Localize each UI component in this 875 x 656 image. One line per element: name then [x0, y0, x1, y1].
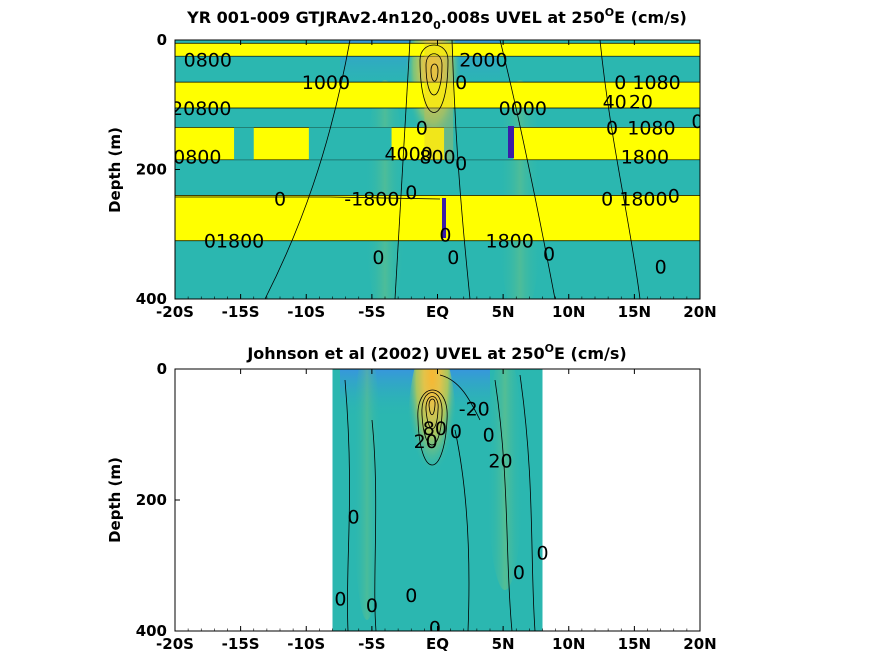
top-yellow-band	[175, 82, 700, 108]
bottom-x-tick-label: 10N	[552, 635, 585, 653]
bottom-x-tick-label: -5S	[358, 635, 385, 653]
top-x-tick-label: EQ	[426, 303, 449, 321]
top-contour-label: 1000	[302, 72, 350, 94]
top-x-tick-label: -5S	[358, 303, 385, 321]
bottom-y-axis-label: Depth (m)	[106, 457, 124, 543]
top-contour-label: 0 1800	[601, 189, 667, 211]
top-contour-label: 20800	[171, 98, 231, 120]
top-contour-label: 0800	[184, 49, 232, 71]
bottom-y-tick-label: 200	[136, 491, 167, 509]
bottom-contour-label: 20	[414, 431, 438, 453]
bottom-contour-lines	[344, 374, 536, 631]
bottom-x-tick-label: -20S	[156, 635, 194, 653]
top-x-ticks: -20S -15S -10S -5S EQ 5N 10N 15N 20N	[156, 40, 717, 321]
top-band-gap	[444, 127, 514, 160]
top-contour-label: 20	[629, 92, 653, 114]
top-y-tick-label: 0	[157, 31, 167, 49]
bottom-x-ticks: -20S -15S -10S -5S EQ 5N 10N 15N 20N	[156, 369, 717, 653]
bottom-jet-core	[408, 369, 456, 520]
bottom-y-ticks: 0 200 400	[136, 360, 180, 640]
top-band-gap	[308, 127, 392, 160]
bottom-x-tick-label: EQ	[426, 635, 449, 653]
top-negative-strip-2	[442, 198, 446, 238]
top-contour-label: 0	[606, 117, 618, 139]
bottom-contour-label: 20	[488, 451, 512, 473]
bottom-x-tick-label: 20N	[683, 635, 716, 653]
top-contour-label: -1800	[344, 189, 399, 211]
top-jet-column	[424, 43, 454, 160]
top-contour-label: 0	[691, 111, 703, 133]
top-y-ticks: 0 200 400	[136, 31, 180, 308]
top-contour-label: 0	[455, 153, 467, 175]
top-x-tick-label: 5N	[492, 303, 515, 321]
top-contour-label: 0	[455, 72, 467, 94]
bottom-contour-label: 80	[423, 418, 447, 440]
bottom-contour-label: 0	[366, 595, 378, 617]
top-contour-label: 0	[372, 247, 384, 269]
bottom-contour-label: 0	[405, 585, 417, 607]
top-contour-label: 0 1080	[614, 72, 680, 94]
top-x-tick-label: -15S	[222, 303, 260, 321]
bottom-contour-label: 0	[536, 542, 548, 564]
bottom-contour-label: -20	[459, 398, 490, 420]
top-contour-label: 1080	[627, 117, 675, 139]
bottom-contour-label: 0	[483, 425, 495, 447]
top-contour-label: 2000	[459, 49, 507, 71]
bottom-y-tick-label: 400	[136, 622, 167, 640]
bottom-contour-label: 0	[450, 421, 462, 443]
top-contour-label: 4000	[384, 143, 432, 165]
top-x-tick-label: -10S	[287, 303, 325, 321]
top-yellow-band	[175, 43, 700, 57]
top-x-tick-label: 10N	[552, 303, 585, 321]
bottom-y-tick-label: 0	[157, 360, 167, 378]
top-contour-label: 0	[668, 185, 680, 207]
top-yellow-band	[175, 195, 700, 241]
top-contour-label: 0	[447, 247, 459, 269]
top-y-tick-label: 400	[136, 290, 167, 308]
top-contour-label: 01800	[204, 231, 264, 253]
bottom-contour-label: 0	[513, 562, 525, 584]
top-y-tick-label: 200	[136, 161, 167, 179]
top-contour-label: 0	[439, 224, 451, 246]
top-x-tick-label: 15N	[618, 303, 651, 321]
bottom-contour-label: 0	[334, 588, 346, 610]
top-contour-label: 1800	[486, 231, 534, 253]
top-contour-label: 1800	[621, 147, 669, 169]
bottom-contour-label: 0	[347, 506, 359, 528]
top-contour-label: 0	[655, 257, 667, 279]
bottom-x-tick-label: -10S	[287, 635, 325, 653]
top-contour-label: 0	[274, 189, 286, 211]
top-contour-label: 0	[543, 244, 555, 266]
top-band-gap	[234, 127, 254, 160]
top-contour-lines	[175, 40, 641, 299]
top-contour-label: 0000	[499, 98, 547, 120]
top-contour-label: 0	[416, 117, 428, 139]
top-contour-label: 40	[603, 92, 627, 114]
top-title: YR 001-009 GTJRAv2.4n1200.008s UVEL at 2…	[186, 6, 687, 32]
bottom-x-tick-label: 15N	[618, 635, 651, 653]
top-x-tick-label: 20N	[683, 303, 716, 321]
top-contour-label: 800	[419, 147, 455, 169]
bottom-green-strip-1	[353, 369, 381, 620]
top-x-tick-label: -20S	[156, 303, 194, 321]
top-contour-label: 0	[405, 182, 417, 204]
bottom-title: Johnson et al (2002) UVEL at 250OE (cm/s…	[246, 342, 626, 363]
top-negative-strip-1	[508, 126, 514, 158]
top-y-axis-label: Depth (m)	[106, 127, 124, 213]
bottom-x-tick-label: 5N	[492, 635, 515, 653]
top-contour-label: 0800	[173, 147, 221, 169]
bottom-x-tick-label: -15S	[222, 635, 260, 653]
